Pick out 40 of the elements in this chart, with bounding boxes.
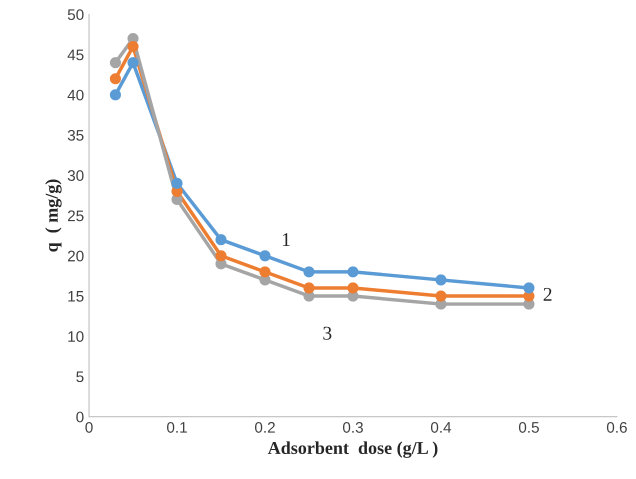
point — [303, 266, 315, 278]
x-tick-label: 0.6 — [606, 422, 627, 433]
y-tick-label: 40 — [68, 90, 84, 101]
x-tick-label: 0.4 — [430, 422, 452, 433]
point — [435, 274, 447, 286]
point — [215, 250, 227, 262]
x-tick-label: 0.3 — [342, 422, 363, 433]
y-tick-label: 0 — [76, 412, 84, 422]
x-axis-title: Adsorbent dose (g/L ) — [268, 441, 438, 458]
y-tick-label: 35 — [68, 130, 84, 141]
point — [215, 234, 227, 246]
y-tick-label: 30 — [68, 170, 84, 181]
y-tick-label: 10 — [68, 331, 84, 342]
y-tick-label: 25 — [68, 210, 84, 222]
x-tick-label: 0.5 — [518, 422, 539, 433]
y-axis-title: q ( mg/g) — [45, 179, 62, 252]
y-tick-label: 45 — [68, 50, 84, 60]
x-tick-label: 0 — [85, 422, 93, 433]
series-label: 2 — [544, 288, 552, 301]
point — [127, 57, 139, 68]
point — [171, 178, 183, 189]
series-label: 3 — [323, 326, 332, 340]
point — [347, 266, 359, 278]
point — [110, 57, 121, 68]
point — [259, 266, 271, 278]
y-tick-label: 15 — [68, 291, 84, 302]
x-tick-label: 0.1 — [167, 422, 187, 433]
point — [110, 73, 121, 84]
y-tick-label: 20 — [68, 250, 84, 262]
point — [110, 89, 121, 100]
y-tick-label: 5 — [76, 372, 84, 382]
y-tick-label: 50 — [68, 9, 84, 20]
series-label: 1 — [282, 233, 290, 246]
point — [303, 282, 315, 294]
x-tick-label: 0.2 — [254, 422, 275, 433]
point — [259, 250, 271, 262]
point — [523, 282, 534, 294]
point — [435, 290, 447, 302]
point — [347, 282, 359, 294]
point — [127, 41, 139, 52]
